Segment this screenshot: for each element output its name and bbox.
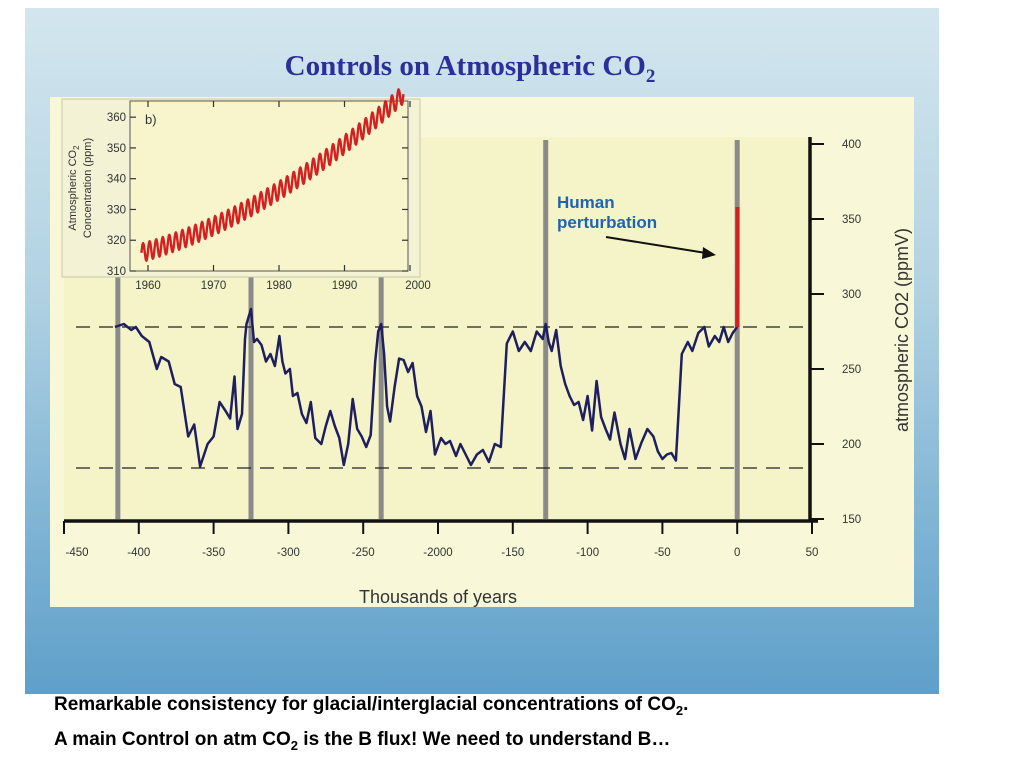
inset-y-label-line1: Atmospheric CO2 (67, 145, 81, 231)
inset-y-label-line2: Concentration (ppm) (82, 138, 94, 238)
inset-y-tick-label: 360 (107, 112, 126, 124)
y-tick-label: 250 (842, 364, 861, 376)
y-tick-label: 300 (842, 289, 861, 301)
annotation-line1: Human (557, 193, 615, 212)
mauna-loa-line (140, 88, 405, 262)
annotation: Human perturbation (557, 193, 716, 259)
y-tick-label: 200 (842, 439, 861, 451)
x-axis-label: Thousands of years (359, 587, 517, 607)
y-tick-label: 350 (842, 214, 861, 226)
caption-line1-text: Remarkable consistency for glacial/inter… (54, 694, 676, 715)
x-tick-label: 0 (734, 547, 740, 559)
slide-title: Controls on Atmospheric CO2 (0, 50, 940, 88)
co2-series (114, 206, 740, 468)
x-tick-label: -250 (352, 547, 375, 559)
annotation-arrow-line (605, 236, 707, 254)
x-tick-label: -150 (501, 547, 524, 559)
inset-y-tick-label: 340 (107, 174, 126, 186)
co2-line (114, 307, 739, 468)
inset-x-tick-label: 1960 (135, 280, 161, 292)
inset-y-tick-label: 310 (107, 266, 126, 278)
x-tick-label: -400 (127, 547, 150, 559)
caption-line2-end: is the B flux! We need to understand B… (298, 728, 671, 750)
caption-line2: A main Control on atm CO2 is the B flux!… (54, 725, 1014, 760)
slide-caption: Remarkable consistency for glacial/inter… (54, 690, 1014, 760)
inset-y-label-text: Atmospheric CO (67, 149, 79, 230)
y-tick-label: 150 (842, 514, 861, 526)
inset-y-tick-label: 330 (107, 204, 126, 216)
caption-line1: Remarkable consistency for glacial/inter… (54, 690, 1014, 725)
inset-series (140, 88, 405, 262)
x-tick-label: -300 (277, 547, 300, 559)
inset-axes: 310 320 330 340 350 360 1960 1970 1980 1990 2000 (107, 101, 431, 292)
inset-y-label-sub: 2 (72, 145, 81, 150)
inset-x-tick-label: 1970 (201, 280, 227, 292)
x-tick-label: -2000 (423, 547, 452, 559)
y-tick-label: 400 (842, 139, 861, 151)
title-subscript: 2 (645, 65, 656, 87)
x-tick-label: -100 (576, 547, 599, 559)
annotation-line2: perturbation (557, 213, 657, 232)
x-tick-label: -450 (65, 547, 88, 559)
inset-y-tick-label: 320 (107, 235, 126, 247)
inset-title: b) (145, 112, 157, 127)
y-axis-label: atmospheric CO2 (ppmV) (892, 228, 912, 432)
inset-y-tick-label: 350 (107, 143, 126, 155)
caption-line2-text: A main Control on atm CO (54, 728, 291, 750)
title-text: Controls on Atmospheric CO (284, 50, 646, 82)
inset-x-tick-label: 1990 (332, 280, 358, 292)
x-tick-label: -50 (654, 547, 671, 559)
inset-x-tick-label: 1980 (266, 280, 292, 292)
inset-y-label: Atmospheric CO2 Concentration (ppm) (67, 138, 94, 238)
x-tick-label: 50 (806, 547, 819, 559)
caption-line1-end: . (683, 694, 689, 715)
caption-line1-sub: 2 (675, 702, 684, 718)
main-axes: -450 -400 -350 -300 -250 -2000 -150 -100 -50 0 50 1… (63, 137, 861, 559)
caption-line2-sub: 2 (290, 737, 299, 753)
reference-lines (76, 326, 808, 469)
x-tick-label: -350 (202, 547, 225, 559)
annotation-arrow-head (702, 247, 716, 259)
inset-x-tick-label: 2000 (405, 280, 431, 292)
